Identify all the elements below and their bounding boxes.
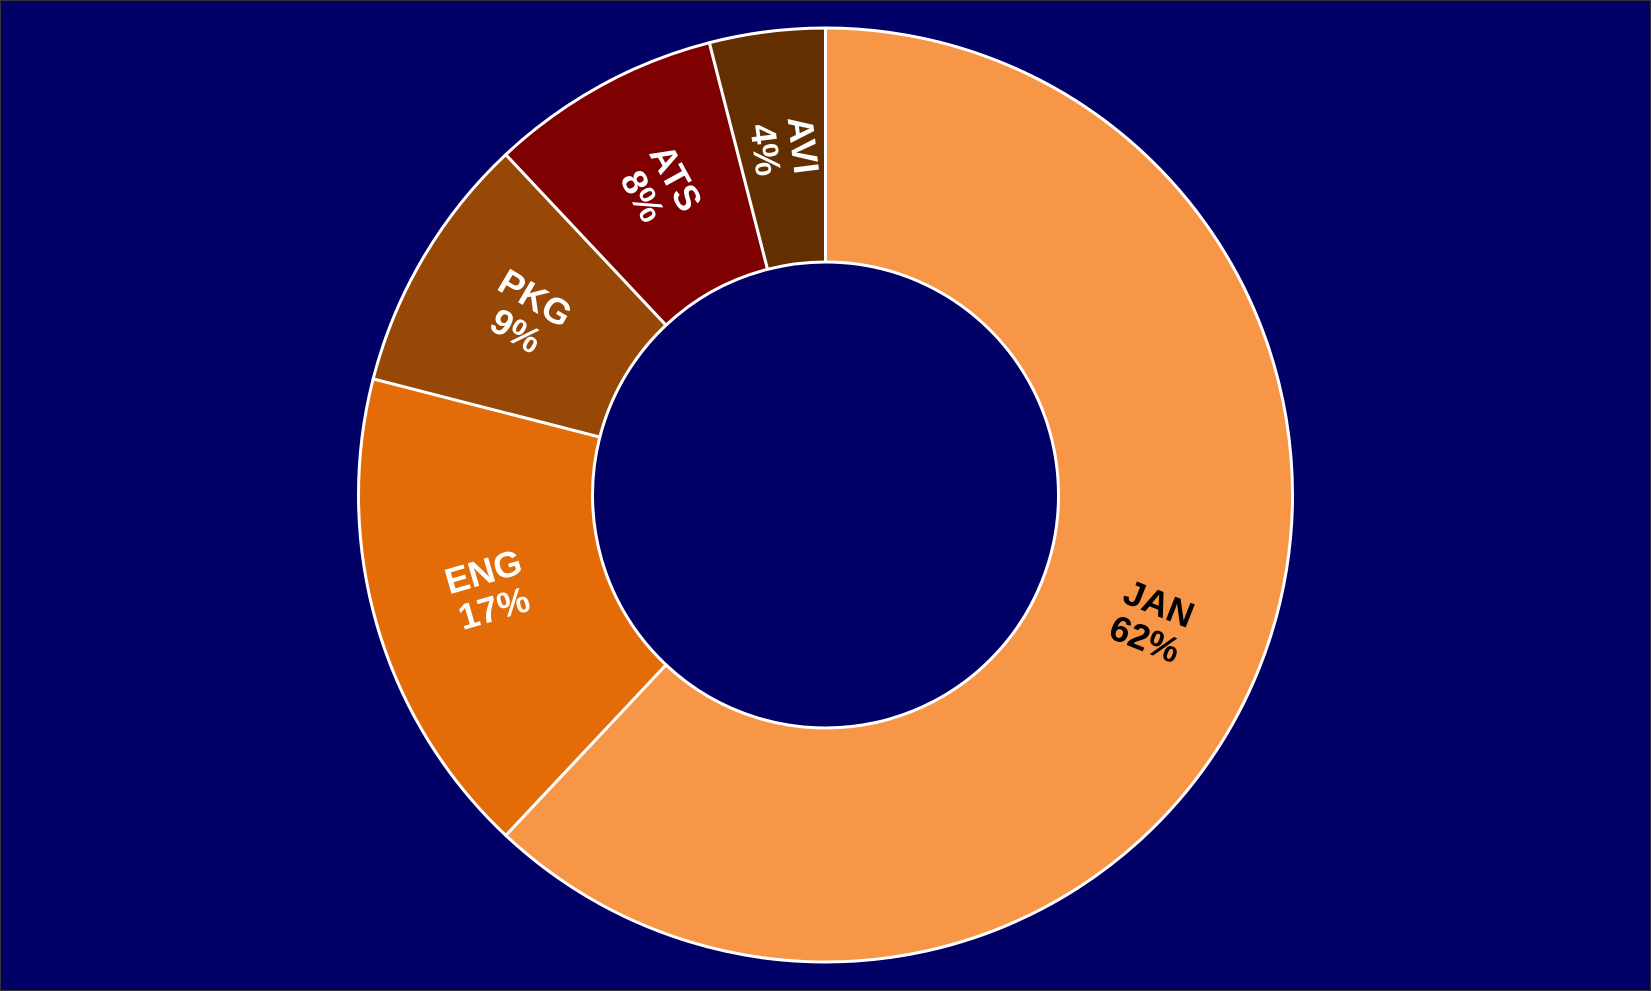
- slice: [503, 26, 1294, 964]
- slice: [707, 26, 827, 272]
- category-label: AVI: [780, 114, 828, 176]
- value-label: 4%: [742, 121, 789, 178]
- slice: [357, 377, 669, 838]
